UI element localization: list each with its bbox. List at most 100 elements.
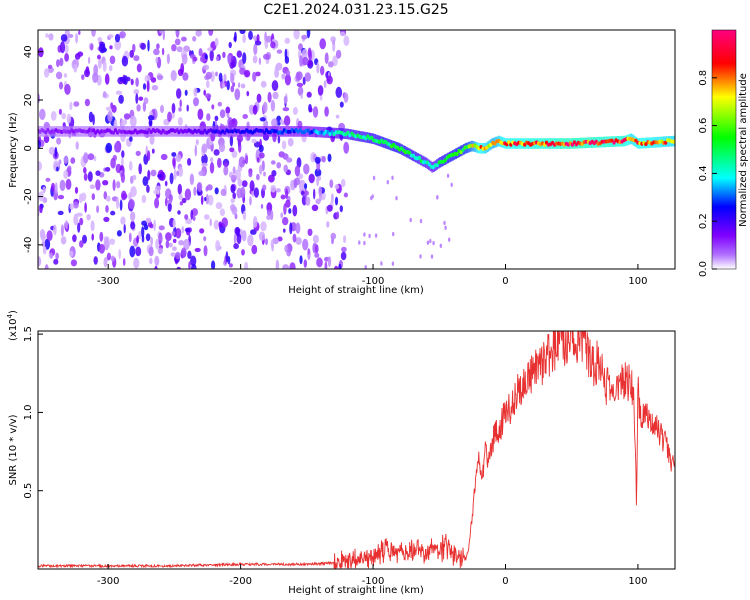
spectrogram-ridge-cell [443,158,447,163]
colorbar-tick-label: 0.0 [698,261,709,277]
spectrogram-noise-blob [172,219,176,229]
spectrogram-noise-blob [203,236,207,242]
spectrogram-noise-blob [329,179,334,189]
spectrogram-noise-blob [172,246,177,251]
spectrogram-noise-blob [83,173,88,181]
spectrogram-noise-blob [154,197,160,209]
spectrogram-noise-blob [51,182,55,192]
spectrogram-noise-blob [116,197,119,209]
spectrogram-noise-blob [121,193,128,200]
spectrogram-noise-blob [149,134,155,145]
spectrogram-noise-blob [159,30,165,34]
spectrogram-noise-blob [59,41,66,54]
spectrogram-noise-blob [237,82,241,88]
spectrogram-noise-blob [198,48,203,57]
spectrogram-noise-blob [176,266,181,269]
spectrogram-noise-blob [59,57,64,67]
spectrogram-noise-blob [123,113,131,120]
spectrogram-noise-blob [228,263,233,268]
spectrogram-noise-blob [233,233,237,245]
spectrogram-noise-blob [135,93,139,104]
spectrogram-noise-blob [242,210,247,221]
snr-x-axis-label: Height of straight line (km) [288,585,424,596]
spectrogram-noise-blob [213,219,220,230]
spectrogram-noise-blob [324,261,328,269]
spectrogram-noise-blob [148,115,155,121]
spectrogram-noise-blob [266,215,272,220]
spectrogram-noise-blob [276,49,283,54]
spectrogram-noise-blob [223,165,229,176]
x-tick-label: 0 [502,576,508,587]
spectrogram-noise-blob [128,198,135,210]
spectrogram-noise-blob [214,187,219,195]
spectrogram-noise-blob [173,168,177,180]
spectrogram-noise-blob [271,243,274,252]
spectrogram-noise-blob [338,263,342,269]
spectrogram-noise-blob [233,243,239,250]
spectrogram-noise-blob [307,228,313,236]
spectrogram-noise-blob [282,264,290,269]
spectrogram-noise-blob [230,72,234,84]
spectrogram-noise-blob [77,222,81,233]
spectrogram-noise-blob [70,157,76,164]
spectrogram-ridge-cell [46,128,50,132]
spectrogram-noise-blob [97,37,103,42]
spectrogram-noise-blob [145,217,152,224]
spectrogram-noise-blob [206,80,210,89]
spectrogram-noise-blob [436,195,439,200]
spectrogram-noise-blob [107,110,113,123]
spectrogram-noise-blob [256,34,260,43]
spectrogram-ridge-cell [262,130,267,135]
spectrogram-noise-blob [45,33,49,38]
spectrogram-noise-blob [129,245,136,258]
spectrogram-noise-blob [229,147,235,153]
spectrogram-noise-blob [56,59,60,68]
spectrogram-ridge-cell [435,163,439,168]
spectrogram-noise-blob [343,92,349,103]
spectrogram-noise-blob [178,240,185,246]
spectrogram-noise-blob [147,150,151,162]
spectrogram-noise-blob [309,107,313,113]
spectrogram-noise-blob [98,243,105,254]
spectrogram-noise-blob [248,30,253,40]
spectrogram-noise-blob [158,232,163,244]
spectrogram-noise-blob [141,194,147,204]
spectrogram-noise-blob [204,54,208,60]
spectrogram-noise-blob [164,180,168,187]
spectrogram-frame [37,29,676,270]
snr-multiplier-exponent: 4 [6,313,14,318]
spectrogram-noise-blob [72,234,77,243]
spectrogram-noise-blob [214,37,219,47]
spectrogram-noise-blob [109,55,116,65]
spectrogram-noise-blob [215,56,220,62]
spectrogram-noise-blob [330,36,336,43]
spectrogram-noise-blob [318,186,323,197]
spectrogram-noise-blob [204,214,210,220]
spectrogram-noise-blob [171,44,177,52]
spectrogram-noise-blob [83,152,89,164]
spectrogram-noise-blob [136,63,142,73]
spectrogram-noise-blob [255,71,261,77]
spectrogram-noise-blob [252,104,258,115]
spectrogram-noise-blob [305,196,311,206]
spectrogram-noise-blob [198,170,206,176]
spectrogram-noise-blob [391,175,394,180]
spectrogram-noise-blob [159,171,166,181]
spectrogram-noise-blob [184,89,188,96]
spectrogram-noise-blob [419,254,422,259]
spectrogram-noise-blob [43,134,50,144]
spectrogram-noise-blob [282,107,290,112]
spectrogram-noise-blob [240,83,246,89]
spectrogram-noise-blob [259,117,266,122]
spectrogram-noise-blob [156,74,164,81]
spectrogram-noise-blob [372,175,376,181]
spectrogram-noise-blob [202,64,210,71]
spectrogram-noise-blob [73,101,80,107]
spectrogram-noise-blob [280,194,286,200]
spectrogram-noise-blob [380,261,383,266]
spectrogram-noise-blob [217,157,222,168]
colorbar-label: Normalized spectral amplitude [738,73,749,227]
spectrogram-noise-blob [225,251,229,263]
spectrogram-noise-blob [296,82,304,87]
